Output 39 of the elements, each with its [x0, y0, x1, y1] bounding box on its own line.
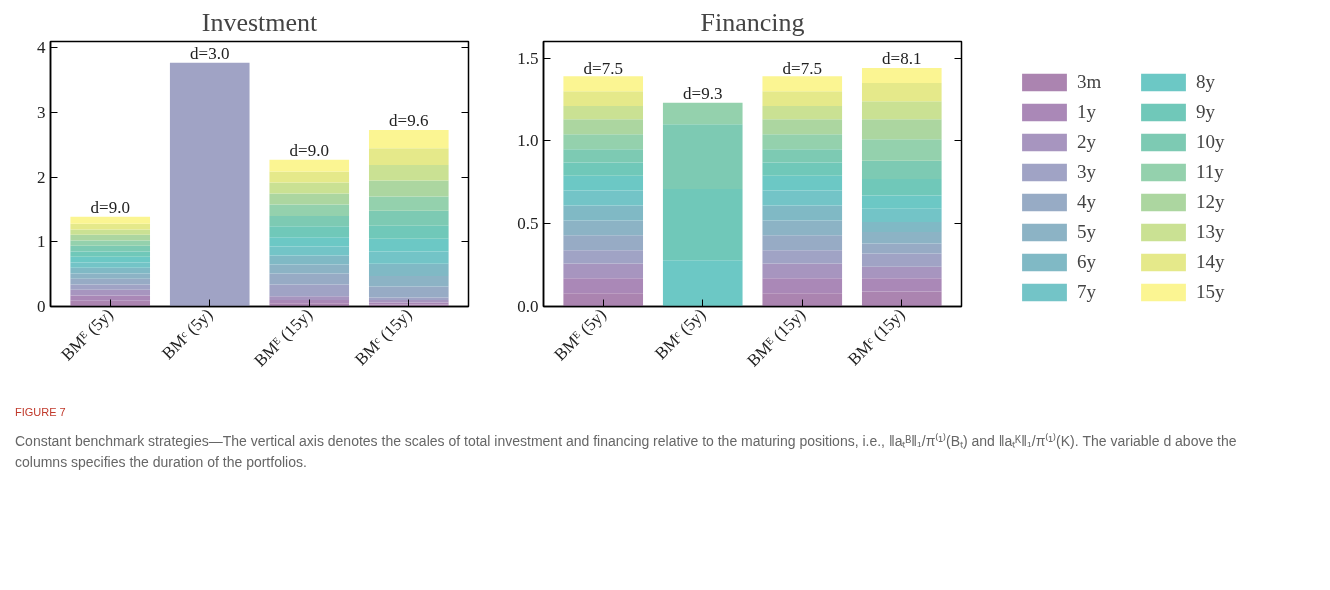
text: Constant benchmark strategies—The vertical axis denotes the scales of total investment and financing relative to the maturing positions, i.e., ‖aₜᴮ‖₁/π⁽¹⁾(Bₜ) and ‖aₜᴷ‖₁/π⁽¹⁾(K). The variable d above the columns specifies the duration of the portfolios.	[15, 431, 1238, 472]
annotation: d=7.5	[782, 58, 822, 78]
legend-label: 5y	[1077, 221, 1097, 243]
legend-label: 10y	[1196, 131, 1226, 153]
legend-label: 9y	[1196, 101, 1216, 123]
x-tick-label: BMᶜ (5y)	[158, 304, 217, 364]
y-tick-label: 1.0	[517, 131, 539, 151]
annotation: d=9.3	[683, 83, 723, 103]
legend-label: 1y	[1077, 101, 1097, 123]
annotation: d=9.0	[90, 197, 130, 217]
chart-title: Financing	[700, 7, 805, 37]
y-tick-label: 2	[37, 167, 46, 187]
legend-label: 13y	[1196, 221, 1226, 243]
y-tick-label: 0	[37, 297, 46, 316]
y-tick-label: 0.5	[517, 214, 539, 234]
legend-label: 7y	[1077, 281, 1097, 303]
annotation: d=3.0	[190, 43, 230, 63]
legend-label: 3y	[1077, 161, 1097, 183]
legend-label: 2y	[1077, 131, 1097, 153]
y-tick-label: 0.0	[517, 297, 539, 316]
y-tick-label: 4	[37, 38, 46, 58]
legend-label: 11y	[1196, 161, 1225, 183]
legend-label: 12y	[1196, 191, 1226, 213]
annotation: d=7.5	[583, 58, 623, 78]
legend-label: 8y	[1196, 71, 1216, 93]
legend-label: 6y	[1077, 251, 1097, 273]
legend-label: 4y	[1077, 191, 1097, 213]
y-tick-label: 1.5	[517, 48, 539, 68]
chart-title: Investment	[201, 7, 319, 37]
annotation: d=8.1	[882, 49, 922, 68]
y-tick-label: 3	[37, 103, 46, 123]
legend-label: 3m	[1077, 71, 1103, 93]
x-tick-label: BMᶜ (5y)	[651, 304, 710, 364]
annotation: d=9.0	[289, 140, 329, 160]
legend-label: 15y	[1196, 281, 1226, 303]
y-tick-label: 1	[37, 232, 46, 252]
annotation: d=9.6	[389, 111, 429, 131]
caption: FIGURE 7	[15, 405, 66, 420]
legend-label: 14y	[1196, 251, 1226, 273]
